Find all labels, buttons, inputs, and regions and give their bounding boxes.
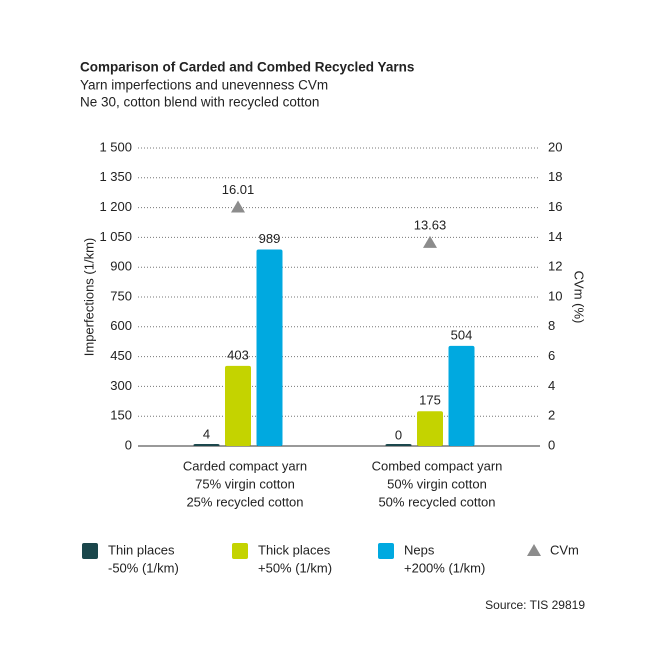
legend-swatch — [378, 543, 394, 559]
y2-tick-label: 18 — [548, 169, 562, 184]
y2-tick-label: 16 — [548, 199, 562, 214]
legend-label: +200% (1/km) — [404, 560, 485, 575]
y-tick-label: 1 200 — [99, 199, 132, 214]
legend-swatch — [232, 543, 248, 559]
legend-label: Thick places — [258, 542, 331, 557]
y2-tick-label: 4 — [548, 378, 555, 393]
y-tick-label: 1 350 — [99, 169, 132, 184]
x-tick-label: 75% virgin cotton — [195, 476, 295, 491]
legend-swatch — [527, 544, 541, 556]
bar — [225, 365, 251, 446]
y2-tick-label: 2 — [548, 408, 555, 423]
value-label: 13.63 — [414, 217, 447, 232]
value-label: 4 — [203, 427, 210, 442]
y-tick-label: 600 — [110, 318, 132, 333]
legend-label: Thin places — [108, 542, 175, 557]
x-tick-label: Carded compact yarn — [183, 458, 307, 473]
y2-tick-label: 6 — [548, 348, 555, 363]
value-label: 504 — [451, 327, 473, 342]
y2-axis-label: CVm (%) — [572, 271, 587, 324]
y-tick-label: 1 500 — [99, 139, 132, 154]
bar — [448, 345, 475, 446]
y-axis-label: Imperfections (1/km) — [81, 238, 96, 356]
value-label: 0 — [395, 427, 402, 442]
x-tick-label: 25% recycled cotton — [186, 494, 303, 509]
bar — [193, 444, 220, 446]
bar — [417, 411, 443, 446]
y2-tick-label: 0 — [548, 437, 555, 452]
y2-tick-label: 10 — [548, 288, 562, 303]
value-label: 16.01 — [222, 182, 255, 197]
chart-subtitle: Ne 30, cotton blend with recycled cotton — [80, 95, 319, 110]
y-tick-label: 150 — [110, 408, 132, 423]
y2-tick-label: 14 — [548, 229, 562, 244]
y-tick-label: 900 — [110, 259, 132, 274]
y2-tick-label: 12 — [548, 259, 562, 274]
legend-label: -50% (1/km) — [108, 560, 179, 575]
y-tick-label: 450 — [110, 348, 132, 363]
value-label: 989 — [259, 231, 281, 246]
x-tick-label: 50% virgin cotton — [387, 476, 487, 491]
legend-label: +50% (1/km) — [258, 560, 332, 575]
y2-tick-label: 20 — [548, 139, 562, 154]
bar — [385, 444, 412, 446]
source: Source: TIS 29819 — [485, 598, 585, 612]
bar — [256, 249, 283, 446]
x-tick-label: Combed compact yarn — [372, 458, 503, 473]
y-tick-label: 300 — [110, 378, 132, 393]
y-tick-label: 1 050 — [99, 229, 132, 244]
value-label: 175 — [419, 393, 441, 408]
legend-label: CVm — [550, 542, 579, 557]
cvm-marker — [231, 200, 245, 213]
y2-tick-label: 8 — [548, 318, 555, 333]
chart-subtitle: Yarn imperfections and unevenness CVm — [80, 78, 328, 93]
x-tick-label: 50% recycled cotton — [378, 494, 495, 509]
value-label: 403 — [227, 347, 249, 362]
y-tick-label: 750 — [110, 288, 132, 303]
chart-title: Comparison of Carded and Combed Recycled… — [80, 60, 414, 75]
legend-swatch — [82, 543, 98, 559]
y-tick-label: 0 — [125, 437, 132, 452]
legend-label: Neps — [404, 542, 435, 557]
cvm-marker — [423, 235, 437, 248]
